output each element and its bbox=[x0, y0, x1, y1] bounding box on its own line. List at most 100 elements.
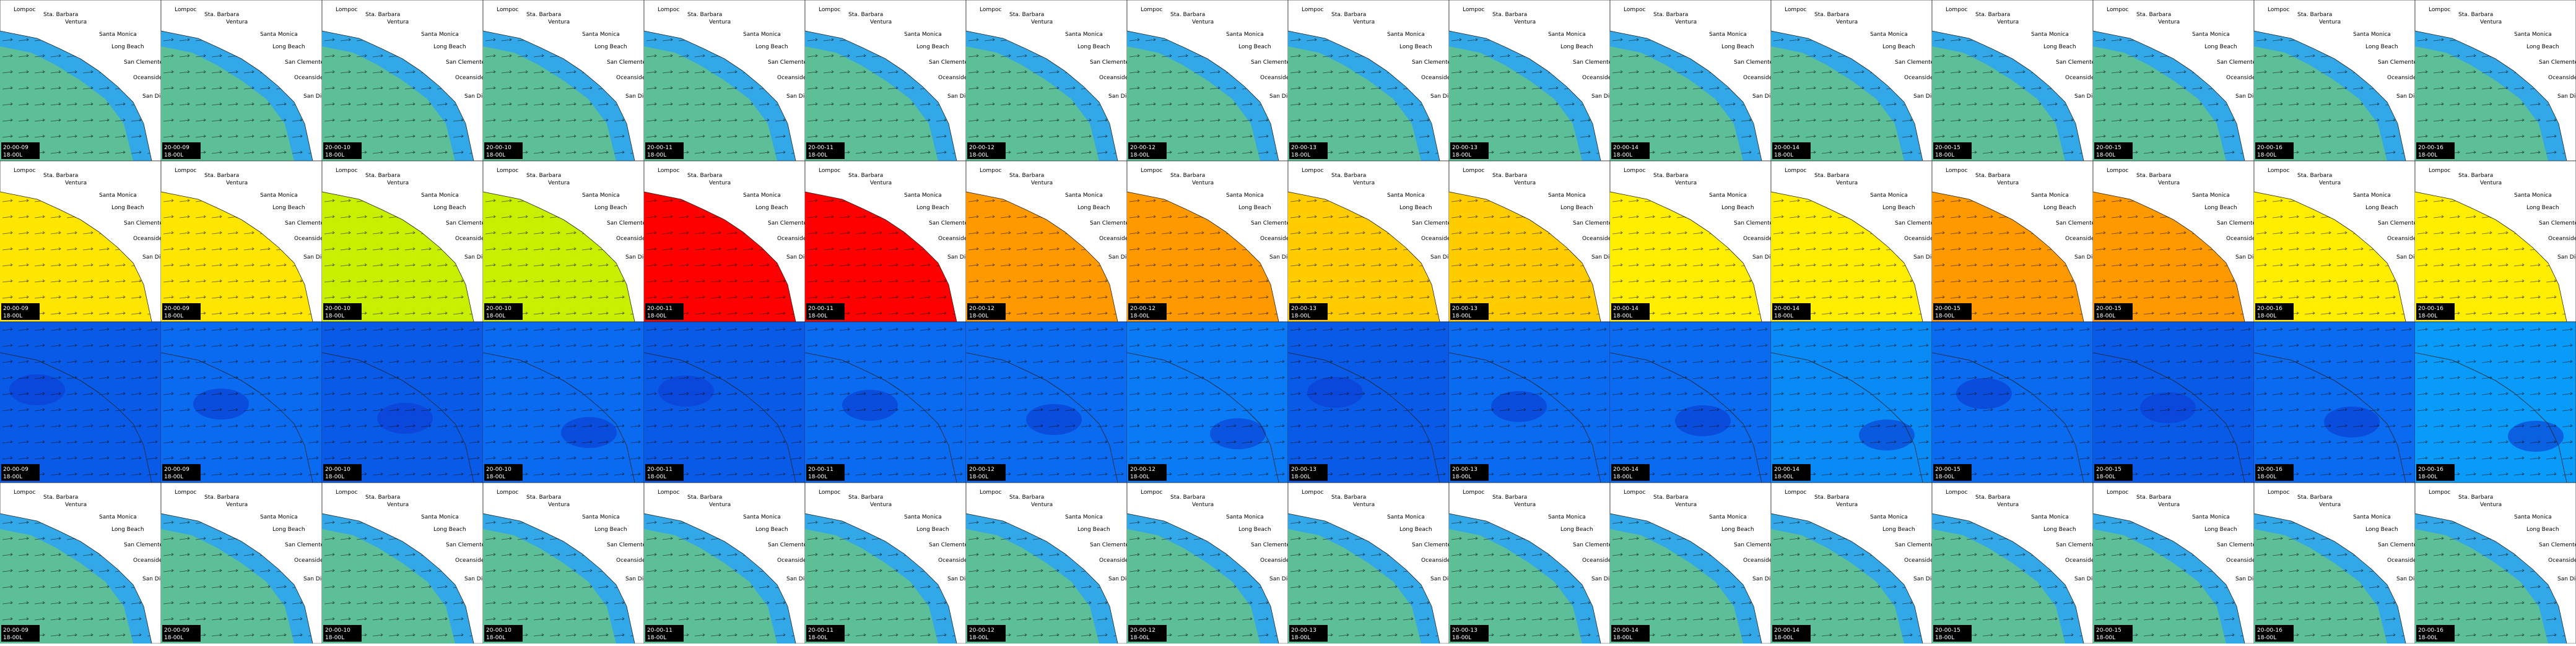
time-label: 20-00-09 bbox=[3, 467, 28, 473]
place-label: Long Beach bbox=[272, 205, 305, 211]
place-label: Long Beach bbox=[2365, 44, 2398, 50]
time-label: 20-00-13 bbox=[1291, 627, 1316, 634]
place-label: San Diego bbox=[2074, 254, 2103, 261]
time-label: 20-00-11 bbox=[647, 145, 672, 151]
place-label: San Clemente bbox=[929, 59, 968, 66]
place-label: Santa Monica bbox=[1548, 192, 1586, 199]
time-box bbox=[1450, 625, 1489, 642]
place-label: San Clemente bbox=[2539, 220, 2576, 226]
place-label: Lompoc bbox=[497, 168, 518, 174]
place-label: Lompoc bbox=[497, 489, 518, 496]
place-label: San Clemente bbox=[2056, 220, 2095, 226]
place-label: Ventura bbox=[2319, 180, 2341, 186]
place-label: Sta. Barbara bbox=[1009, 494, 1044, 501]
place-label: Oceanside bbox=[1904, 75, 1934, 81]
place-label: Ventura bbox=[870, 19, 892, 25]
place-label: Lompoc bbox=[1463, 7, 1484, 13]
place-label: Oceanside bbox=[1421, 558, 1451, 564]
time-box bbox=[162, 625, 201, 642]
place-label: Long Beach bbox=[2526, 44, 2559, 50]
place-label: Sta. Barbara bbox=[1975, 494, 2010, 501]
place-label: San Clemente bbox=[1895, 542, 1934, 548]
place-label: Santa Monica bbox=[99, 32, 137, 38]
time-box bbox=[645, 464, 684, 481]
time-label: 20-00-10 bbox=[325, 467, 350, 473]
time-label: 20-00-09 bbox=[3, 145, 28, 151]
wind-arrows bbox=[1771, 322, 1932, 483]
time-label: 20-00-13 bbox=[1291, 145, 1316, 151]
wind-arrows bbox=[1127, 322, 1288, 483]
place-label: Ventura bbox=[2480, 19, 2502, 25]
time-box bbox=[484, 625, 523, 642]
place-label: San Diego bbox=[303, 254, 332, 261]
time-sub-label: 18-00L bbox=[969, 313, 988, 319]
place-label: Ventura bbox=[548, 180, 570, 186]
time-sub-label: 18-00L bbox=[1452, 313, 1471, 319]
time-label: 20-00-16 bbox=[2257, 627, 2282, 634]
time-label: 20-00-16 bbox=[2257, 145, 2282, 151]
place-label: Oceanside bbox=[938, 75, 968, 81]
place-label: Oceanside bbox=[133, 75, 163, 81]
time-box bbox=[1289, 625, 1328, 642]
place-label: Lompoc bbox=[1624, 489, 1645, 496]
place-label: San Clemente bbox=[1412, 220, 1451, 226]
place-label: Ventura bbox=[709, 19, 731, 25]
place-label: Oceanside bbox=[1582, 236, 1612, 242]
place-label: Oceanside bbox=[616, 75, 646, 81]
place-label: Sta. Barbara bbox=[526, 494, 561, 501]
place-label: Lompoc bbox=[2107, 489, 2128, 496]
time-sub-label: 18-00L bbox=[647, 313, 666, 319]
place-label: Oceanside bbox=[777, 75, 807, 81]
time-label: 20-00-14 bbox=[1774, 467, 1799, 473]
place-label: San Diego bbox=[142, 254, 171, 261]
time-sub-label: 18-00L bbox=[1935, 474, 1954, 480]
time-sub-label: 18-00L bbox=[2418, 635, 2437, 641]
place-label: Santa Monica bbox=[1709, 32, 1747, 38]
place-label: Ventura bbox=[1675, 502, 1697, 508]
place-label: Oceanside bbox=[2065, 75, 2095, 81]
time-box bbox=[323, 625, 362, 642]
place-label: San Clemente bbox=[446, 220, 485, 226]
time-box bbox=[806, 464, 845, 481]
place-label: Oceanside bbox=[1743, 75, 1773, 81]
time-sub-label: 18-00L bbox=[2418, 313, 2437, 319]
place-label: Long Beach bbox=[272, 44, 305, 50]
time-label: 20-00-12 bbox=[969, 627, 994, 634]
place-label: San Diego bbox=[1430, 254, 1459, 261]
place-label: Lompoc bbox=[2268, 168, 2289, 174]
time-sub-label: 18-00L bbox=[969, 474, 988, 480]
place-label: Long Beach bbox=[1721, 44, 1754, 50]
time-label: 20-00-09 bbox=[164, 627, 189, 634]
place-label: San Clemente bbox=[285, 59, 324, 66]
place-label: Long Beach bbox=[1560, 205, 1593, 211]
place-label: Oceanside bbox=[2548, 558, 2576, 564]
place-label: Lompoc bbox=[658, 7, 679, 13]
place-label: San Diego bbox=[1913, 576, 1942, 582]
place-label: San Clemente bbox=[929, 220, 968, 226]
place-label: Lompoc bbox=[2429, 168, 2450, 174]
place-label: Sta. Barbara bbox=[2458, 494, 2493, 501]
place-label: Lompoc bbox=[1141, 168, 1162, 174]
time-label: 20-00-12 bbox=[969, 306, 994, 312]
time-sub-label: 18-00L bbox=[3, 313, 22, 319]
time-box bbox=[1128, 464, 1167, 481]
place-label: San Diego bbox=[1269, 254, 1298, 261]
wind-arrows bbox=[644, 322, 805, 483]
place-label: San Clemente bbox=[607, 220, 646, 226]
place-label: Santa Monica bbox=[260, 514, 298, 520]
time-sub-label: 18-00L bbox=[1613, 152, 1632, 158]
place-label: Long Beach bbox=[1238, 205, 1271, 211]
place-label: San Clemente bbox=[1412, 542, 1451, 548]
time-sub-label: 18-00L bbox=[1613, 313, 1632, 319]
